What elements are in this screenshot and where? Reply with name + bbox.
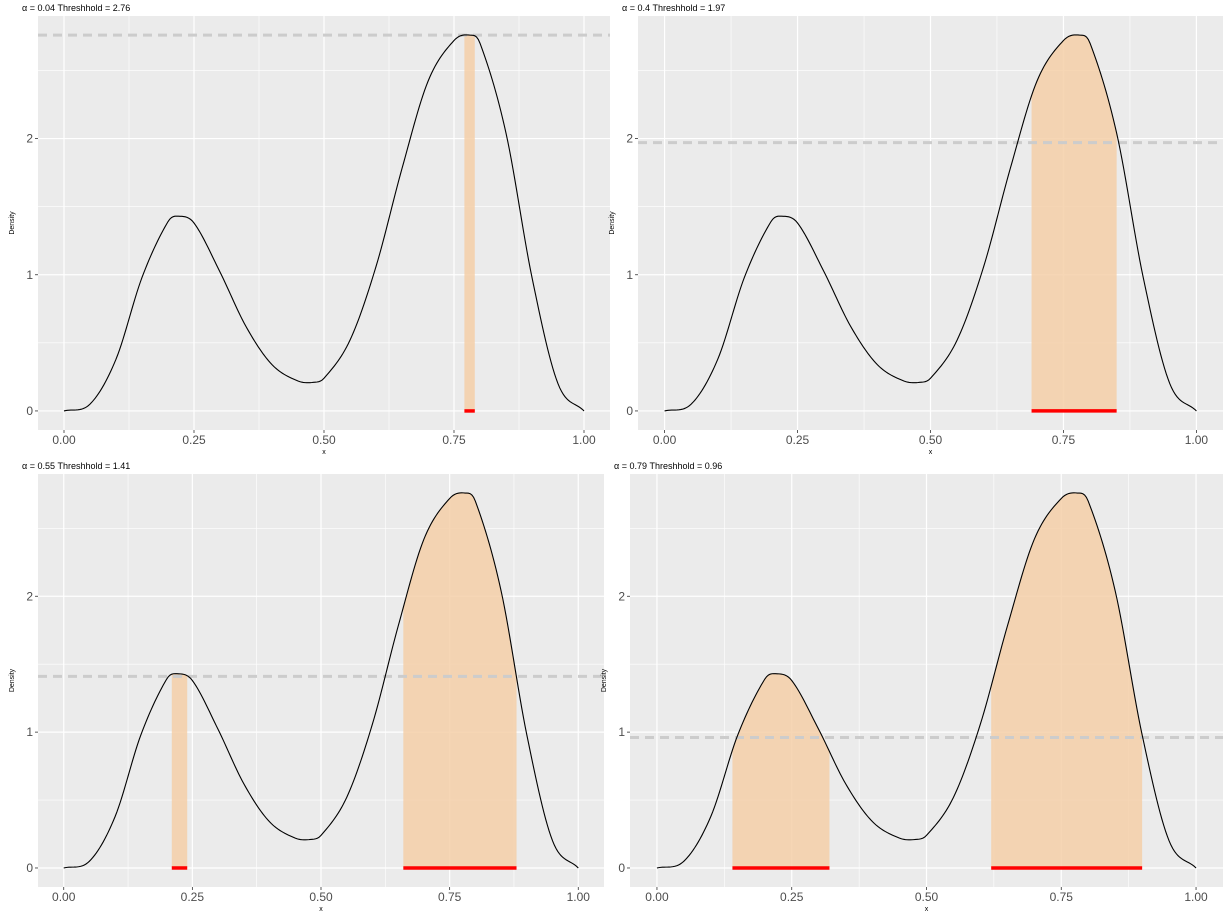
x-tick-label: 0.50 [309, 890, 333, 904]
x-tick-label: 0.25 [182, 433, 206, 447]
y-tick-label: 0 [26, 861, 33, 875]
x-tick-label: 0.00 [653, 433, 677, 447]
x-tick-label: 0.25 [786, 433, 810, 447]
y-tick-label: 2 [26, 589, 33, 603]
x-tick-label: 0.75 [438, 890, 462, 904]
y-tick-label: 2 [626, 132, 633, 146]
density-plot-svg: 0.00 0.25 0.50 0.75 1.00 0 1 2 x Density [609, 16, 1223, 456]
y-tick-label: 0 [26, 404, 33, 418]
x-axis-label: x [319, 906, 323, 913]
panel-title: α = 0.79 Threshhold = 0.96 [614, 461, 723, 471]
x-axis-label: x [925, 906, 929, 913]
y-tick-label: 0 [626, 404, 633, 418]
hdr-fill-region [464, 34, 475, 411]
y-axis-label: Density [9, 668, 16, 692]
y-tick-label: 1 [26, 725, 33, 739]
x-tick-label: 0.25 [780, 890, 804, 904]
hdr-fill-region [403, 492, 517, 868]
x-tick-label: 0.75 [442, 433, 466, 447]
density-panel-3: α = 0.55 Threshhold = 1.41 0.00 0.25 0.50 0.… [0, 458, 604, 915]
density-plot-svg: 0.00 0.25 0.50 0.75 1.00 0 1 2 x Density [9, 474, 604, 913]
x-tick-label: 0.50 [312, 433, 336, 447]
x-tick-label: 1.00 [1185, 433, 1209, 447]
panel-title: α = 0.04 Threshhold = 2.76 [22, 3, 131, 13]
x-tick-label: 0.50 [919, 433, 943, 447]
density-curve [63, 492, 579, 869]
x-axis-label: x [929, 449, 933, 456]
y-tick-label: 1 [626, 268, 633, 282]
x-tick-label: 0.00 [645, 890, 669, 904]
panel-title: α = 0.55 Threshhold = 1.41 [22, 461, 131, 471]
y-tick-label: 1 [26, 268, 33, 282]
x-tick-label: 0.75 [1052, 433, 1076, 447]
y-axis-label: Density [9, 211, 16, 235]
x-tick-label: 0.75 [1050, 890, 1074, 904]
hdr-fill-region [1031, 34, 1117, 411]
y-tick-label: 2 [618, 589, 625, 603]
hdr-fill-region [171, 673, 188, 868]
hdr-fill-region [991, 492, 1143, 868]
x-tick-label: 0.50 [915, 890, 939, 904]
x-tick-label: 1.00 [567, 890, 591, 904]
y-axis-label: Density [609, 211, 616, 235]
y-tick-label: 2 [26, 132, 33, 146]
density-curve [63, 34, 585, 412]
y-axis-label: Density [601, 668, 608, 692]
y-tick-label: 0 [618, 861, 625, 875]
x-tick-label: 1.00 [572, 433, 596, 447]
density-plot-svg: 0.00 0.25 0.50 0.75 1.00 0 1 2 x Density [9, 16, 610, 456]
x-tick-label: 1.00 [1184, 890, 1208, 904]
x-tick-label: 0.25 [181, 890, 205, 904]
density-panel-4: α = 0.79 Threshhold = 0.96 0.00 0.25 0.50 0.… [601, 458, 1223, 915]
x-tick-label: 0.00 [52, 890, 76, 904]
hdr-fill-region [732, 673, 830, 868]
density-plot-svg: 0.00 0.25 0.50 0.75 1.00 0 1 2 x Density [601, 474, 1223, 913]
panel-title: α = 0.4 Threshhold = 1.97 [622, 3, 726, 13]
x-axis-label: x [322, 449, 326, 456]
density-panel-1: α = 0.04 Threshhold = 2.76 0.00 0.25 0.50 0.… [0, 0, 612, 458]
density-panel-2: α = 0.4 Threshhold = 1.97 0.00 0.25 0.50 0.7… [609, 0, 1223, 458]
density-curve [656, 492, 1197, 869]
x-tick-label: 0.00 [52, 433, 76, 447]
density-curve [664, 34, 1197, 412]
y-tick-label: 1 [618, 725, 625, 739]
